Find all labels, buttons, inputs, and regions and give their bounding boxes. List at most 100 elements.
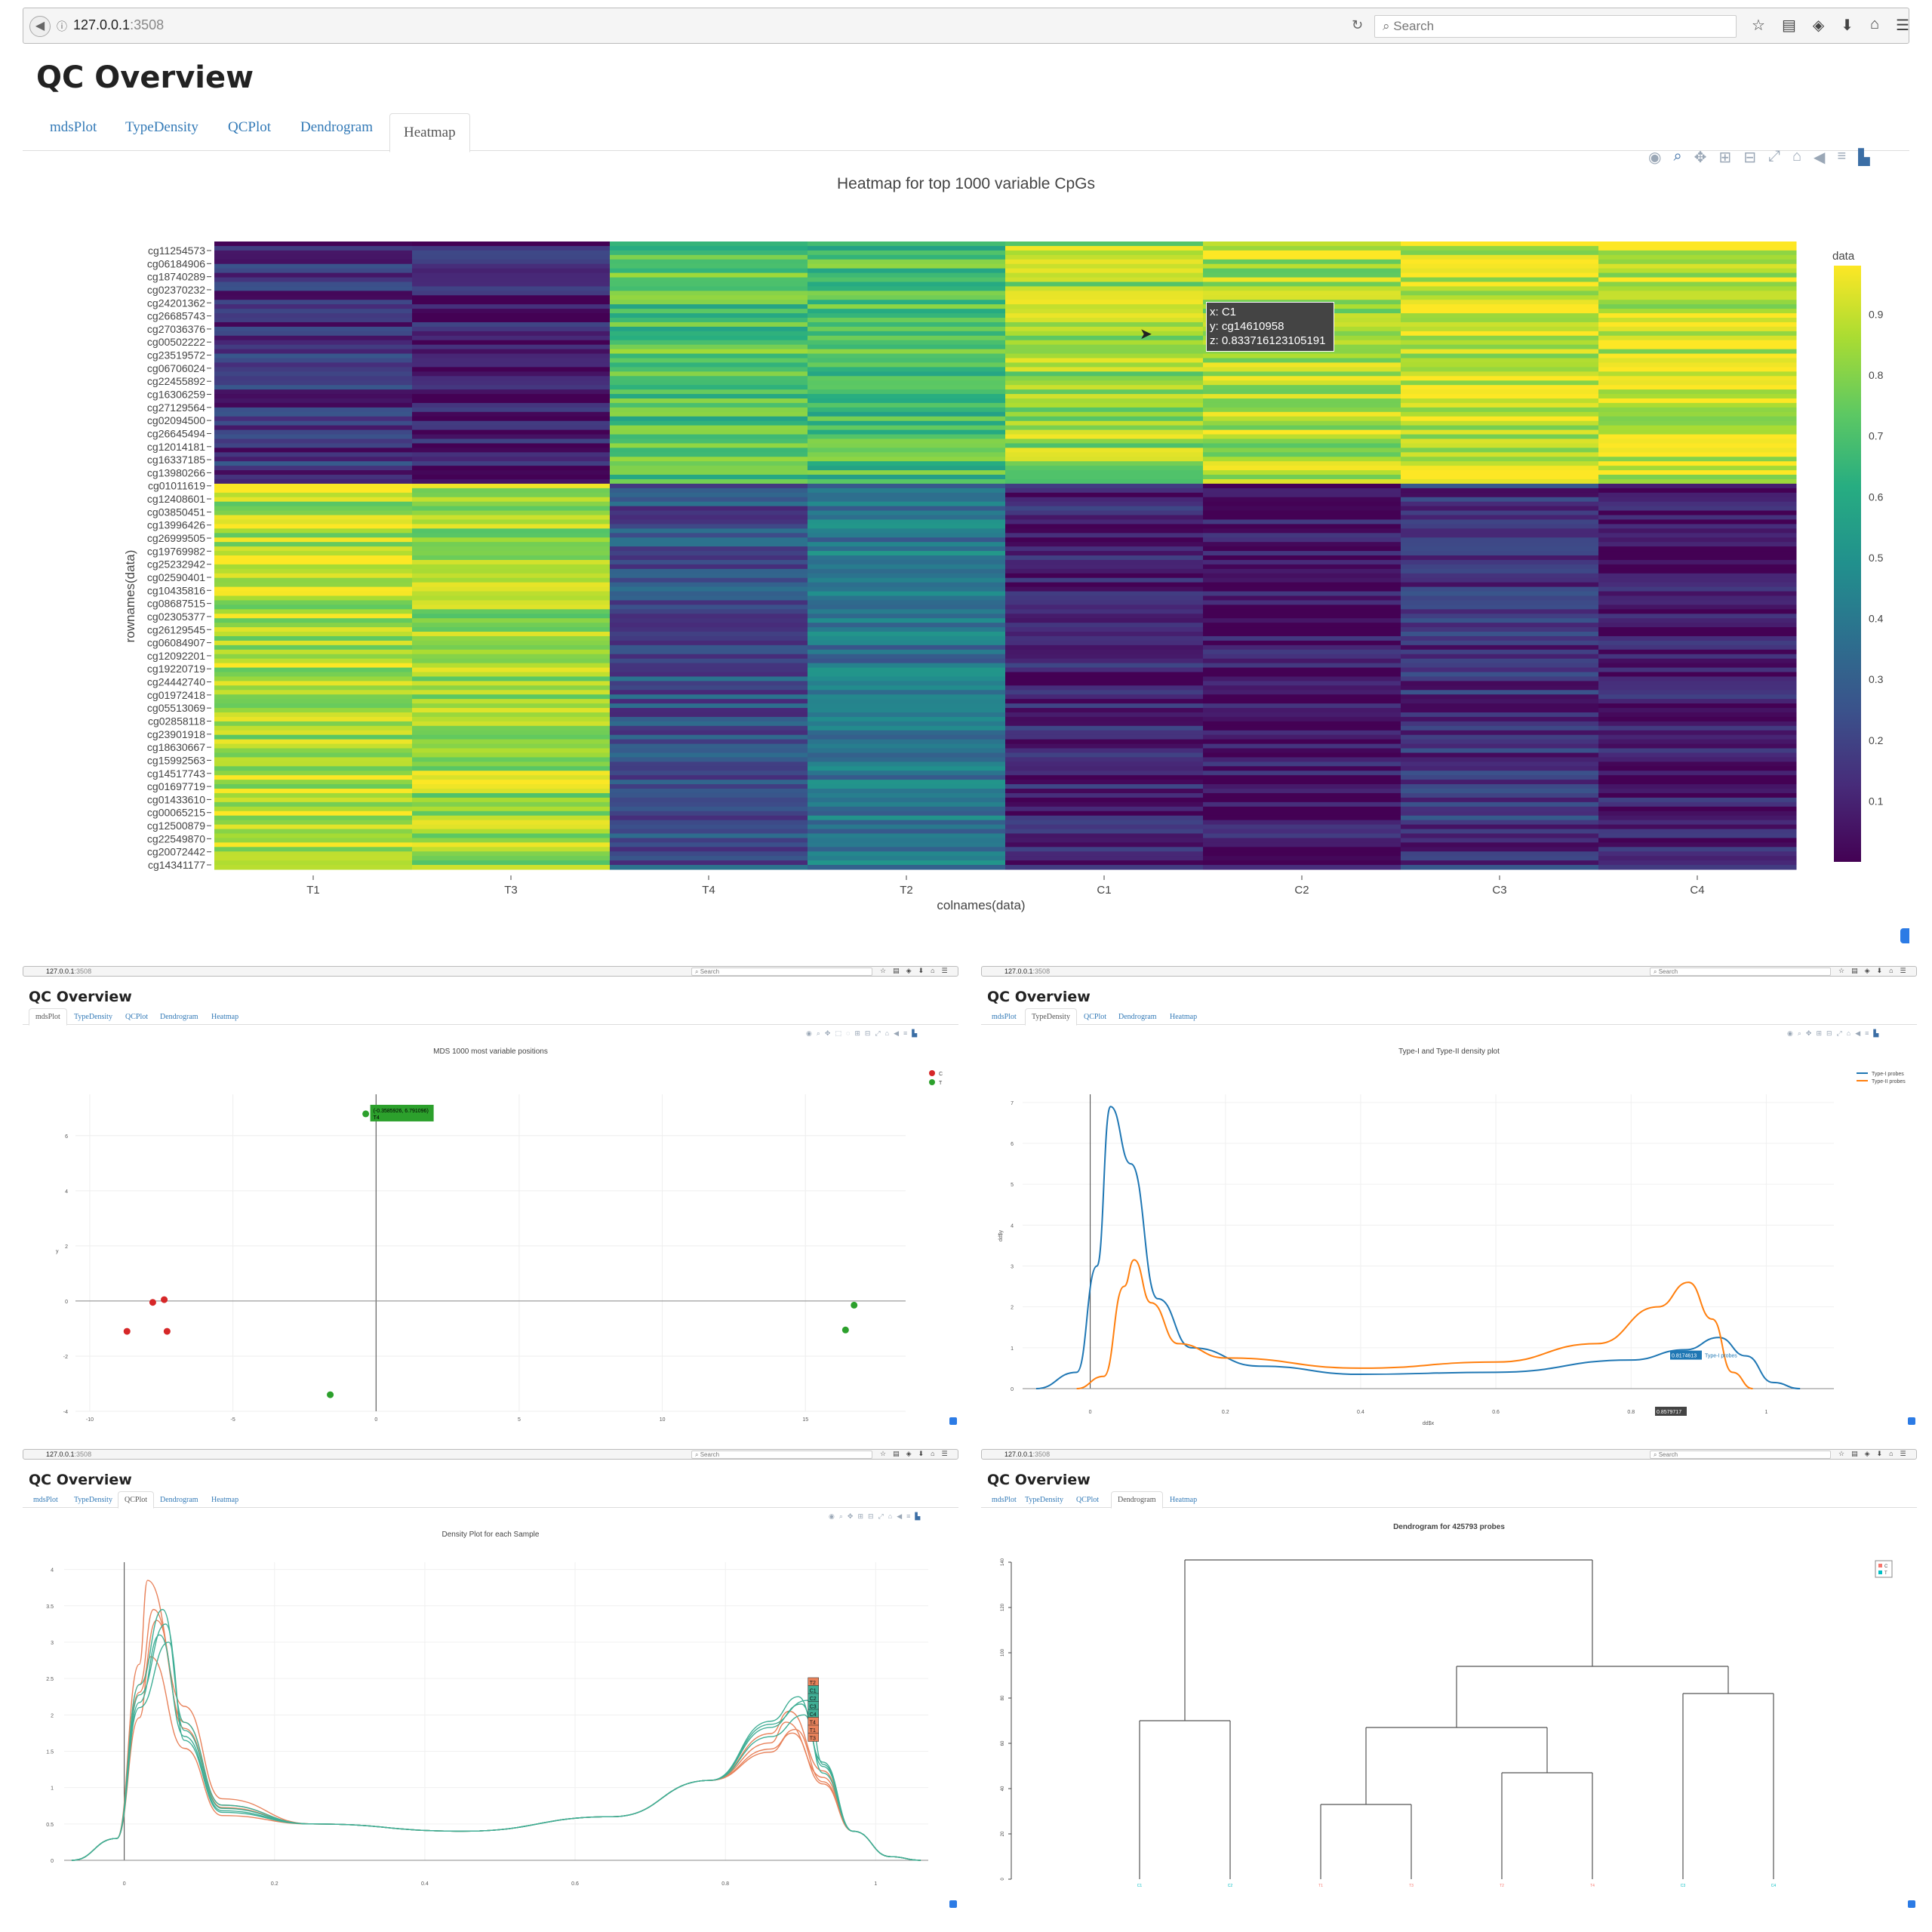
heatmap-cell[interactable] [214, 278, 413, 282]
heatmap-cell[interactable] [1598, 524, 1797, 528]
heatmap-cell[interactable] [214, 595, 413, 600]
heatmap-cell[interactable] [1005, 362, 1204, 367]
heatmap-cell[interactable] [1005, 578, 1204, 583]
heatmap-cell[interactable] [610, 627, 808, 632]
heatmap-cell[interactable] [1203, 757, 1401, 761]
heatmap-cell[interactable] [610, 712, 808, 717]
heatmap-cell[interactable] [1401, 371, 1599, 376]
heatmap-cell[interactable] [412, 636, 611, 641]
heatmap-cell[interactable] [214, 309, 413, 313]
autoscale-icon[interactable]: ⤢ [1837, 1029, 1842, 1038]
heatmap-cell[interactable] [1005, 650, 1204, 654]
pan-icon[interactable]: ✥ [1694, 148, 1707, 167]
heatmap-cell[interactable] [1598, 470, 1797, 475]
heatmap-cell[interactable] [1598, 717, 1797, 721]
heatmap-cell[interactable] [1401, 829, 1599, 834]
heatmap-cell[interactable] [1005, 740, 1204, 744]
heatmap-cell[interactable] [1598, 592, 1797, 596]
heatmap-cell[interactable] [610, 430, 808, 435]
autoscale-icon[interactable]: ⤢ [1768, 148, 1780, 167]
heatmap-cell[interactable] [1203, 771, 1401, 775]
heatmap-cell[interactable] [214, 524, 413, 528]
heatmap-cell[interactable] [1401, 645, 1599, 650]
heatmap-cell[interactable] [1005, 242, 1204, 246]
heatmap-cell[interactable] [1203, 273, 1401, 278]
heatmap-cell[interactable] [1401, 551, 1599, 555]
heatmap-cell[interactable] [808, 452, 1006, 457]
heatmap-cell[interactable] [214, 412, 413, 417]
heatmap-cell[interactable] [214, 251, 413, 255]
heatmap-cell[interactable] [1203, 659, 1401, 663]
heatmap-cell[interactable] [214, 358, 413, 363]
heatmap-cell[interactable] [1598, 286, 1797, 291]
heatmap-cell[interactable] [1401, 340, 1599, 345]
heatmap-cell[interactable] [1401, 273, 1599, 278]
heatmap-cell[interactable] [1203, 281, 1401, 286]
heatmap-cell[interactable] [1203, 749, 1401, 753]
heatmap-cell[interactable] [1203, 389, 1401, 394]
heatmap-cell[interactable] [1598, 842, 1797, 847]
heatmap-cell[interactable] [214, 367, 413, 371]
heatmap-cell[interactable] [610, 600, 808, 605]
heatmap-cell[interactable] [1401, 798, 1599, 802]
heatmap-cell[interactable] [1401, 699, 1599, 703]
download-icon[interactable]: ⬇ [918, 967, 924, 975]
menu-icon[interactable]: ☰ [942, 1450, 948, 1458]
heatmap-cell[interactable] [808, 609, 1006, 614]
heatmap-cell[interactable] [1598, 542, 1797, 546]
heatmap-cell[interactable] [1401, 856, 1599, 860]
heatmap-cell[interactable] [610, 749, 808, 753]
heatmap-cell[interactable] [1005, 435, 1204, 439]
heatmap-cell[interactable] [412, 546, 611, 551]
heatmap-cell[interactable] [1005, 856, 1204, 860]
heatmap-cell[interactable] [1005, 865, 1204, 869]
compare-hover-icon[interactable]: ≡ [1837, 148, 1846, 167]
heatmap-cell[interactable] [1203, 278, 1401, 282]
heatmap-cell[interactable] [1203, 479, 1401, 484]
heatmap-cell[interactable] [1005, 408, 1204, 412]
heatmap-cell[interactable] [610, 560, 808, 565]
heatmap-cell[interactable] [1005, 569, 1204, 574]
heatmap-cell[interactable] [1598, 438, 1797, 443]
heatmap-cell[interactable] [214, 605, 413, 609]
clipboard-icon[interactable]: ▤ [893, 967, 900, 975]
heatmap-cell[interactable] [412, 789, 611, 793]
heatmap-cell[interactable] [1598, 659, 1797, 663]
heatmap-cell[interactable] [808, 798, 1006, 802]
heatmap-cell[interactable] [1203, 856, 1401, 860]
heatmap-cell[interactable] [1598, 313, 1797, 318]
heatmap-cell[interactable] [412, 511, 611, 515]
heatmap-cell[interactable] [214, 269, 413, 273]
heatmap-cell[interactable] [1598, 668, 1797, 672]
autoscale-icon[interactable]: ⤢ [878, 1512, 884, 1521]
heatmap-cell[interactable] [214, 438, 413, 443]
heatmap-cell[interactable] [214, 475, 413, 479]
pan-icon[interactable]: ✥ [1806, 1029, 1812, 1038]
heatmap-cell[interactable] [214, 479, 413, 484]
heatmap-cell[interactable] [214, 497, 413, 502]
heatmap-cell[interactable] [808, 627, 1006, 632]
heatmap-cell[interactable] [1005, 327, 1204, 331]
heatmap-cell[interactable] [1401, 452, 1599, 457]
heatmap-cell[interactable] [808, 309, 1006, 313]
heatmap-cell[interactable] [412, 255, 611, 260]
tab-typedensity[interactable]: TypeDensity [1025, 1008, 1077, 1026]
heatmap-cell[interactable] [1598, 457, 1797, 461]
heatmap-cell[interactable] [1598, 726, 1797, 731]
heatmap-cell[interactable] [610, 412, 808, 417]
tab-mdsplot[interactable]: mdsPlot [33, 1496, 58, 1504]
heatmap-cell[interactable] [412, 833, 611, 838]
heatmap-cell[interactable] [610, 313, 808, 318]
heatmap-cell[interactable] [808, 838, 1006, 842]
heatmap-cell[interactable] [808, 780, 1006, 784]
heatmap-cell[interactable] [808, 528, 1006, 533]
heatmap-cell[interactable] [808, 847, 1006, 851]
heatmap-cell[interactable] [1598, 546, 1797, 551]
heatmap-cell[interactable] [610, 367, 808, 371]
heatmap-cell[interactable] [1598, 825, 1797, 829]
heatmap-cell[interactable] [610, 295, 808, 300]
heatmap-cell[interactable] [1598, 654, 1797, 659]
heatmap-cell[interactable] [214, 650, 413, 654]
heatmap-cell[interactable] [1598, 775, 1797, 780]
heatmap-cell[interactable] [1203, 578, 1401, 583]
